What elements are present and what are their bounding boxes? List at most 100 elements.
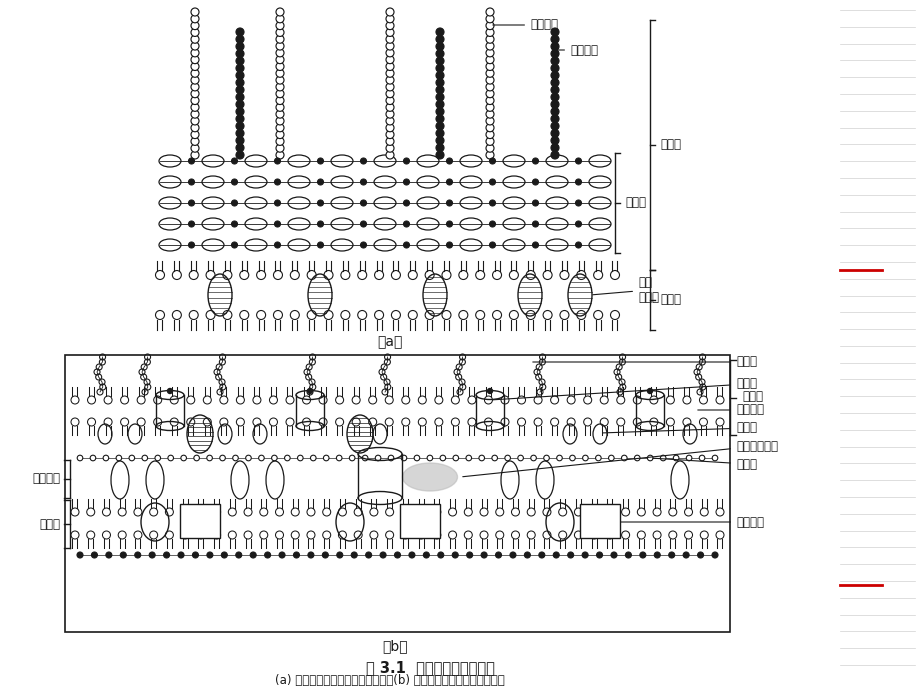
Circle shape <box>276 21 284 30</box>
Circle shape <box>232 158 237 164</box>
Circle shape <box>403 242 409 248</box>
Circle shape <box>236 57 244 65</box>
Circle shape <box>276 63 284 70</box>
Circle shape <box>532 221 538 227</box>
Circle shape <box>317 242 323 248</box>
Circle shape <box>106 552 112 558</box>
Circle shape <box>181 455 187 461</box>
Circle shape <box>660 455 665 461</box>
Circle shape <box>386 97 393 104</box>
Circle shape <box>351 552 357 558</box>
Circle shape <box>360 200 366 206</box>
Circle shape <box>276 8 284 16</box>
Circle shape <box>683 552 688 558</box>
Circle shape <box>276 90 284 98</box>
Circle shape <box>207 455 212 461</box>
Circle shape <box>509 552 516 558</box>
Circle shape <box>437 552 443 558</box>
Circle shape <box>697 552 703 558</box>
Circle shape <box>530 455 536 461</box>
Circle shape <box>610 552 617 558</box>
Circle shape <box>388 455 393 461</box>
Circle shape <box>191 69 199 77</box>
Circle shape <box>485 14 494 23</box>
Circle shape <box>452 552 458 558</box>
Circle shape <box>489 179 495 185</box>
Circle shape <box>310 455 316 461</box>
Circle shape <box>191 63 199 70</box>
Circle shape <box>485 151 494 159</box>
Circle shape <box>236 137 244 144</box>
Circle shape <box>276 14 284 23</box>
Circle shape <box>386 35 393 43</box>
Circle shape <box>550 122 559 130</box>
Circle shape <box>436 35 444 43</box>
Circle shape <box>386 21 393 30</box>
Circle shape <box>276 56 284 63</box>
Circle shape <box>569 455 574 461</box>
Circle shape <box>596 552 602 558</box>
Circle shape <box>164 552 169 558</box>
Circle shape <box>362 455 368 461</box>
Circle shape <box>191 35 199 43</box>
Circle shape <box>276 28 284 37</box>
Circle shape <box>607 455 614 461</box>
Circle shape <box>236 151 244 159</box>
Circle shape <box>293 552 300 558</box>
Circle shape <box>236 79 244 87</box>
Bar <box>400 504 439 538</box>
Circle shape <box>436 79 444 87</box>
Circle shape <box>550 129 559 137</box>
Circle shape <box>386 151 393 159</box>
Circle shape <box>436 151 444 159</box>
Circle shape <box>550 151 559 159</box>
Circle shape <box>386 14 393 23</box>
Text: （b）: （b） <box>381 639 407 653</box>
Circle shape <box>265 552 270 558</box>
Text: 脂多糖: 脂多糖 <box>532 355 756 368</box>
Text: （a）: （a） <box>377 335 403 349</box>
Circle shape <box>235 552 242 558</box>
Circle shape <box>595 455 600 461</box>
Circle shape <box>386 42 393 50</box>
Circle shape <box>276 117 284 125</box>
Circle shape <box>191 28 199 37</box>
Circle shape <box>446 158 452 164</box>
Circle shape <box>550 79 559 87</box>
Circle shape <box>485 35 494 43</box>
Circle shape <box>436 93 444 101</box>
Circle shape <box>485 97 494 104</box>
Circle shape <box>274 179 280 185</box>
Text: (a) 革兰阳性菌细胞壁结构模式图；(b) 革兰阴性菌细胞壁结构模式图: (a) 革兰阳性菌细胞壁结构模式图；(b) 革兰阴性菌细胞壁结构模式图 <box>275 673 505 687</box>
Circle shape <box>386 56 393 63</box>
Circle shape <box>386 130 393 139</box>
Circle shape <box>386 117 393 125</box>
Circle shape <box>575 242 581 248</box>
Text: 壁磷壁酸: 壁磷壁酸 <box>557 43 597 57</box>
Circle shape <box>489 242 495 248</box>
Circle shape <box>621 455 627 461</box>
Circle shape <box>236 108 244 116</box>
Circle shape <box>386 104 393 111</box>
Circle shape <box>436 100 444 108</box>
Circle shape <box>236 43 244 50</box>
Circle shape <box>380 552 386 558</box>
Circle shape <box>77 552 83 558</box>
Circle shape <box>552 552 559 558</box>
Circle shape <box>436 122 444 130</box>
Circle shape <box>317 158 323 164</box>
Circle shape <box>236 86 244 94</box>
Circle shape <box>465 455 471 461</box>
Circle shape <box>278 552 285 558</box>
Circle shape <box>436 43 444 50</box>
Circle shape <box>550 115 559 123</box>
Circle shape <box>236 64 244 72</box>
Circle shape <box>481 552 486 558</box>
Circle shape <box>191 21 199 30</box>
Circle shape <box>479 455 484 461</box>
Circle shape <box>485 110 494 118</box>
Circle shape <box>485 21 494 30</box>
Circle shape <box>274 158 280 164</box>
Circle shape <box>439 455 445 461</box>
Circle shape <box>116 455 121 461</box>
